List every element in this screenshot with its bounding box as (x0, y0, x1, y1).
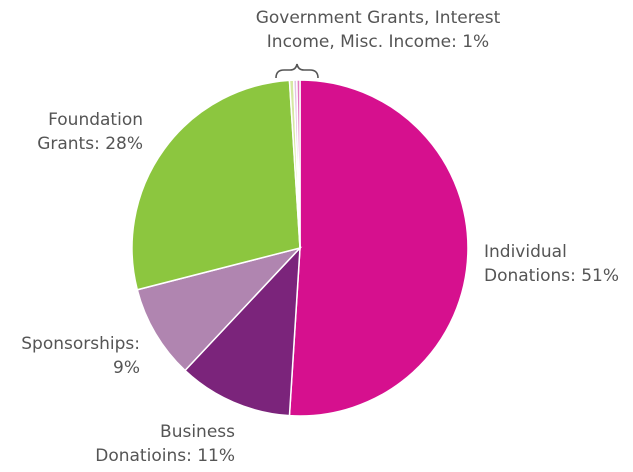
pie-slices (131, 79, 469, 417)
pie-slice-individual-donations (288, 79, 469, 417)
pie-slice-business-donatioins (183, 245, 301, 417)
label-foundation-grants: Foundation Grants: 28% (37, 110, 143, 154)
label-individual-donations: Individual Donations: 51% (484, 242, 620, 286)
small-slices-brace (275, 63, 319, 79)
label-sponsorships: Sponsorships: 9% (21, 334, 140, 378)
pie-slice-sponsorships (136, 246, 303, 372)
label-other-income: Government Grants, Interest Income, Misc… (255, 8, 501, 52)
pie-slice-foundation-grants (131, 79, 301, 291)
pie-slice-misc-income (296, 79, 301, 249)
label-business-donations: Business Donatioins: 11% (95, 422, 235, 466)
